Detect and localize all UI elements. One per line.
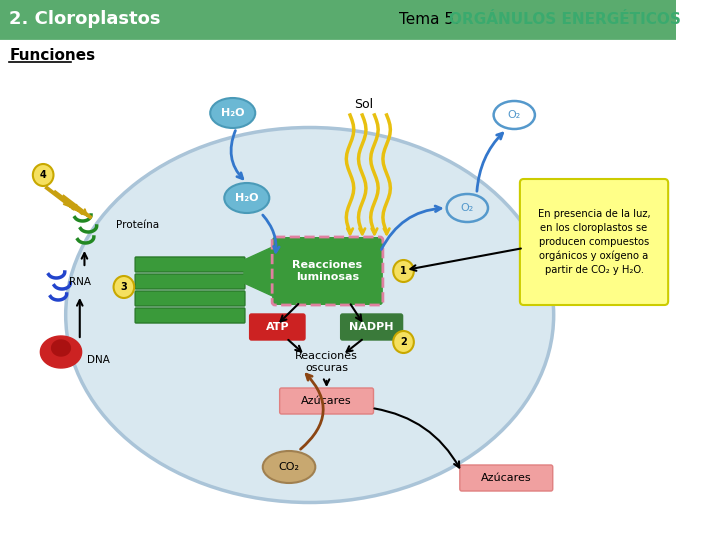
Ellipse shape: [225, 183, 269, 213]
Text: Funciones: Funciones: [9, 48, 96, 63]
Text: Sol: Sol: [354, 98, 374, 111]
FancyBboxPatch shape: [341, 314, 402, 340]
Polygon shape: [52, 340, 71, 356]
FancyBboxPatch shape: [279, 388, 374, 414]
Text: 2: 2: [400, 337, 407, 347]
Text: 2. Cloroplastos: 2. Cloroplastos: [9, 10, 161, 28]
Ellipse shape: [393, 331, 414, 353]
FancyBboxPatch shape: [135, 308, 245, 323]
Ellipse shape: [66, 127, 554, 503]
Polygon shape: [244, 245, 276, 298]
Text: ATP: ATP: [266, 322, 289, 332]
Ellipse shape: [446, 194, 488, 222]
Ellipse shape: [263, 451, 315, 483]
Text: O₂: O₂: [508, 110, 521, 120]
Ellipse shape: [210, 98, 256, 128]
FancyBboxPatch shape: [135, 257, 245, 272]
Text: DNA: DNA: [87, 355, 110, 365]
FancyBboxPatch shape: [520, 179, 668, 305]
Polygon shape: [40, 336, 81, 368]
FancyBboxPatch shape: [135, 291, 245, 306]
Text: H₂O: H₂O: [235, 193, 258, 203]
Text: NADPH: NADPH: [349, 322, 394, 332]
Ellipse shape: [393, 260, 414, 282]
Ellipse shape: [33, 164, 53, 186]
Text: Reacciones
oscuras: Reacciones oscuras: [295, 351, 358, 373]
Text: 3: 3: [120, 282, 127, 292]
Text: Reacciones
luminosas: Reacciones luminosas: [292, 260, 363, 282]
FancyBboxPatch shape: [460, 465, 553, 491]
Text: Proteína: Proteína: [117, 220, 160, 230]
FancyBboxPatch shape: [0, 0, 675, 38]
Text: 4: 4: [40, 170, 47, 180]
Text: H₂O: H₂O: [221, 108, 245, 118]
Text: En presencia de la luz,
en los cloroplastos se
producen compuestos
orgánicos y o: En presencia de la luz, en los cloroplas…: [538, 210, 650, 274]
FancyBboxPatch shape: [272, 237, 383, 305]
Text: Tema 5.: Tema 5.: [399, 11, 464, 26]
Text: 1: 1: [400, 266, 407, 276]
Ellipse shape: [114, 276, 134, 298]
Text: CO₂: CO₂: [279, 462, 300, 472]
Text: RNA: RNA: [68, 277, 91, 287]
FancyBboxPatch shape: [250, 314, 305, 340]
Text: Azúcares: Azúcares: [301, 396, 352, 406]
Ellipse shape: [494, 101, 535, 129]
Text: ORGÁNULOS ENERGÉTICOS: ORGÁNULOS ENERGÉTICOS: [449, 11, 680, 26]
Text: O₂: O₂: [461, 203, 474, 213]
Text: Azúcares: Azúcares: [481, 473, 531, 483]
FancyBboxPatch shape: [135, 274, 245, 289]
